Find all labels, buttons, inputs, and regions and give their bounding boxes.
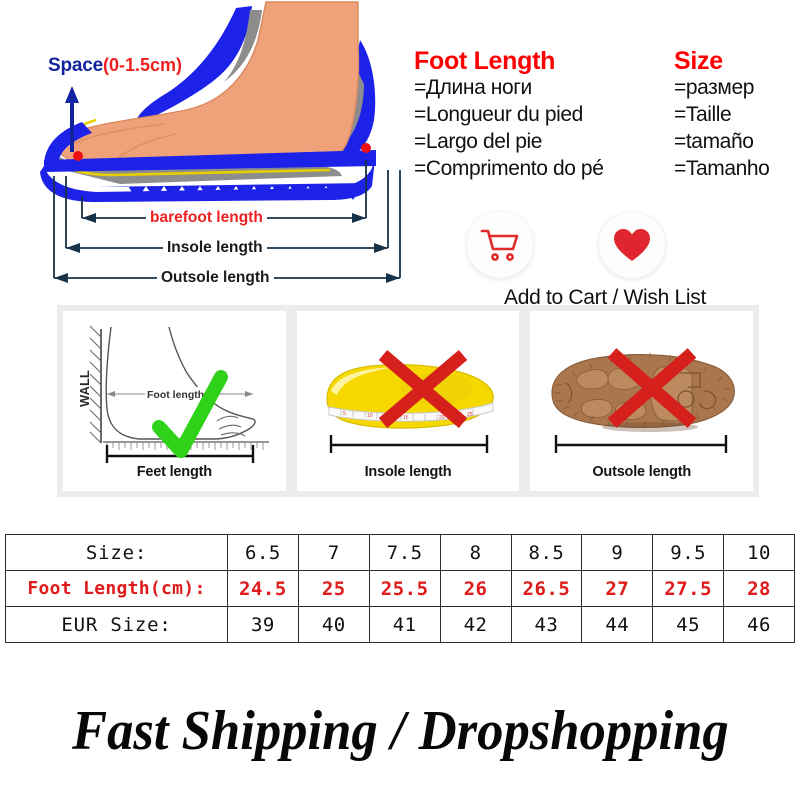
add-to-wishlist-button[interactable] [599, 212, 665, 278]
cell-footlength-6: 27.5 [652, 570, 725, 607]
row-header-eur-size: EUR Size: [5, 606, 228, 643]
size-line-fr: =Taille [674, 103, 732, 126]
fast-shipping-text: Fast Shipping / Dropshopping [71, 700, 729, 762]
panel-caption-insole-length: Insole length [364, 464, 452, 480]
barefoot-length-label: barefoot length [146, 210, 267, 226]
cell-eur-5: 44 [581, 606, 654, 643]
cell-footlength-3: 26 [439, 570, 512, 607]
cell-footlength-2: 25.5 [368, 570, 441, 607]
wall-label: WALL [77, 370, 92, 407]
cell-size-3: 8 [439, 534, 512, 571]
cell-footlength-7: 28 [723, 570, 795, 607]
space-range-label: (0-1.5cm) [102, 55, 183, 75]
foot-shoe-diagram: Space(0-1.5cm) barefoot length Insole le… [0, 0, 410, 300]
heel-point-marker [361, 143, 371, 153]
cell-footlength-5: 27 [581, 570, 654, 607]
size-line-ru: =размер [674, 76, 755, 99]
foot-diagram-svg [40, 1, 401, 283]
cell-size-1: 7 [297, 534, 370, 571]
cell-size-2: 7.5 [368, 534, 441, 571]
shopping-cart-icon [480, 229, 519, 261]
cell-size-4: 8.5 [510, 534, 583, 571]
space-label-row: Space(0-1.5cm) [48, 56, 182, 75]
cell-eur-6: 45 [652, 606, 725, 643]
cell-footlength-1: 25 [297, 570, 370, 607]
table-row: EUR Size: 39 40 41 42 43 44 45 46 [5, 606, 795, 643]
cell-footlength-0: 24.5 [227, 570, 299, 607]
actions-block: Add to Cart / Wish List [455, 212, 755, 309]
size-translation-column: Size =размер =Taille =tamaño =Tamanho [674, 47, 770, 182]
measurement-panels: WALL [57, 305, 759, 497]
svg-text:20: 20 [439, 415, 445, 421]
red-cross-mark [378, 350, 467, 428]
size-line-pt: =Tamanho [674, 157, 770, 180]
cell-eur-0: 39 [227, 606, 299, 643]
size-heading: Size [674, 47, 723, 75]
cell-size-5: 9 [581, 534, 654, 571]
toe-point-marker [73, 151, 83, 161]
svg-text:10: 10 [367, 413, 373, 419]
heart-icon [614, 229, 650, 261]
green-check-mark [152, 370, 228, 458]
foot-length-line-pt: =Comprimento do pé [414, 157, 604, 180]
row-header-foot-length: Foot Length(cm): [5, 570, 228, 607]
foot-length-line-fr: =Longueur du pied [414, 103, 583, 126]
svg-text:15: 15 [403, 415, 409, 421]
svg-text:25: 25 [467, 412, 473, 418]
row-header-size: Size: [5, 534, 228, 571]
red-cross-mark [608, 348, 697, 428]
panel-insole-length: 5 10 15 20 25 Insole length [296, 311, 520, 491]
cell-eur-4: 43 [510, 606, 583, 643]
cell-size-7: 10 [723, 534, 795, 571]
outsole-length-illustration [551, 348, 736, 453]
cell-size-6: 9.5 [652, 534, 725, 571]
footer-banner: Fast Shipping / Dropshopping [0, 686, 800, 776]
foot-length-line-ru: =Длина ноги [414, 76, 532, 99]
inner-foot-length-label: Foot length [147, 389, 204, 401]
foot-length-heading: Foot Length [414, 47, 556, 75]
foot-length-line-es: =Largo del pie [414, 130, 543, 153]
space-label: Space [48, 55, 103, 76]
table-row: Size: 6.5 7 7.5 8 8.5 9 9.5 10 [5, 534, 795, 571]
cell-eur-7: 46 [723, 606, 795, 643]
cell-eur-1: 40 [297, 606, 370, 643]
panel-caption-feet-length: Feet length [136, 464, 212, 480]
insole-length-label: Insole length [163, 240, 267, 256]
outsole-length-label: Outsole length [157, 270, 274, 286]
cell-size-0: 6.5 [227, 534, 299, 571]
svg-text:5: 5 [343, 411, 346, 417]
panel-feet-length: WALL [63, 311, 286, 491]
panel-outsole-length: Outsole length [530, 311, 754, 491]
table-row: Foot Length(cm): 24.5 25 25.5 26 26.5 27… [5, 570, 795, 607]
size-chart-table: Size: 6.5 7 7.5 8 8.5 9 9.5 10 Foot Leng… [5, 534, 795, 643]
add-to-cart-button[interactable] [467, 212, 533, 278]
cell-eur-2: 41 [368, 606, 441, 643]
feet-length-illustration: WALL [77, 325, 269, 463]
cell-eur-3: 42 [439, 606, 512, 643]
insole-length-illustration: 5 10 15 20 25 [326, 350, 494, 453]
translations-block: Foot Length =Длина ноги =Longueur du pie… [410, 48, 800, 208]
foot-length-translation-column: Foot Length =Длина ноги =Longueur du pie… [414, 48, 604, 182]
top-section: Space(0-1.5cm) barefoot length Insole le… [0, 0, 800, 309]
actions-caption: Add to Cart / Wish List [503, 286, 706, 309]
cell-footlength-4: 26.5 [510, 570, 583, 607]
panel-caption-outsole-length: Outsole length [592, 464, 692, 480]
size-line-es: =tamaño [674, 130, 754, 153]
